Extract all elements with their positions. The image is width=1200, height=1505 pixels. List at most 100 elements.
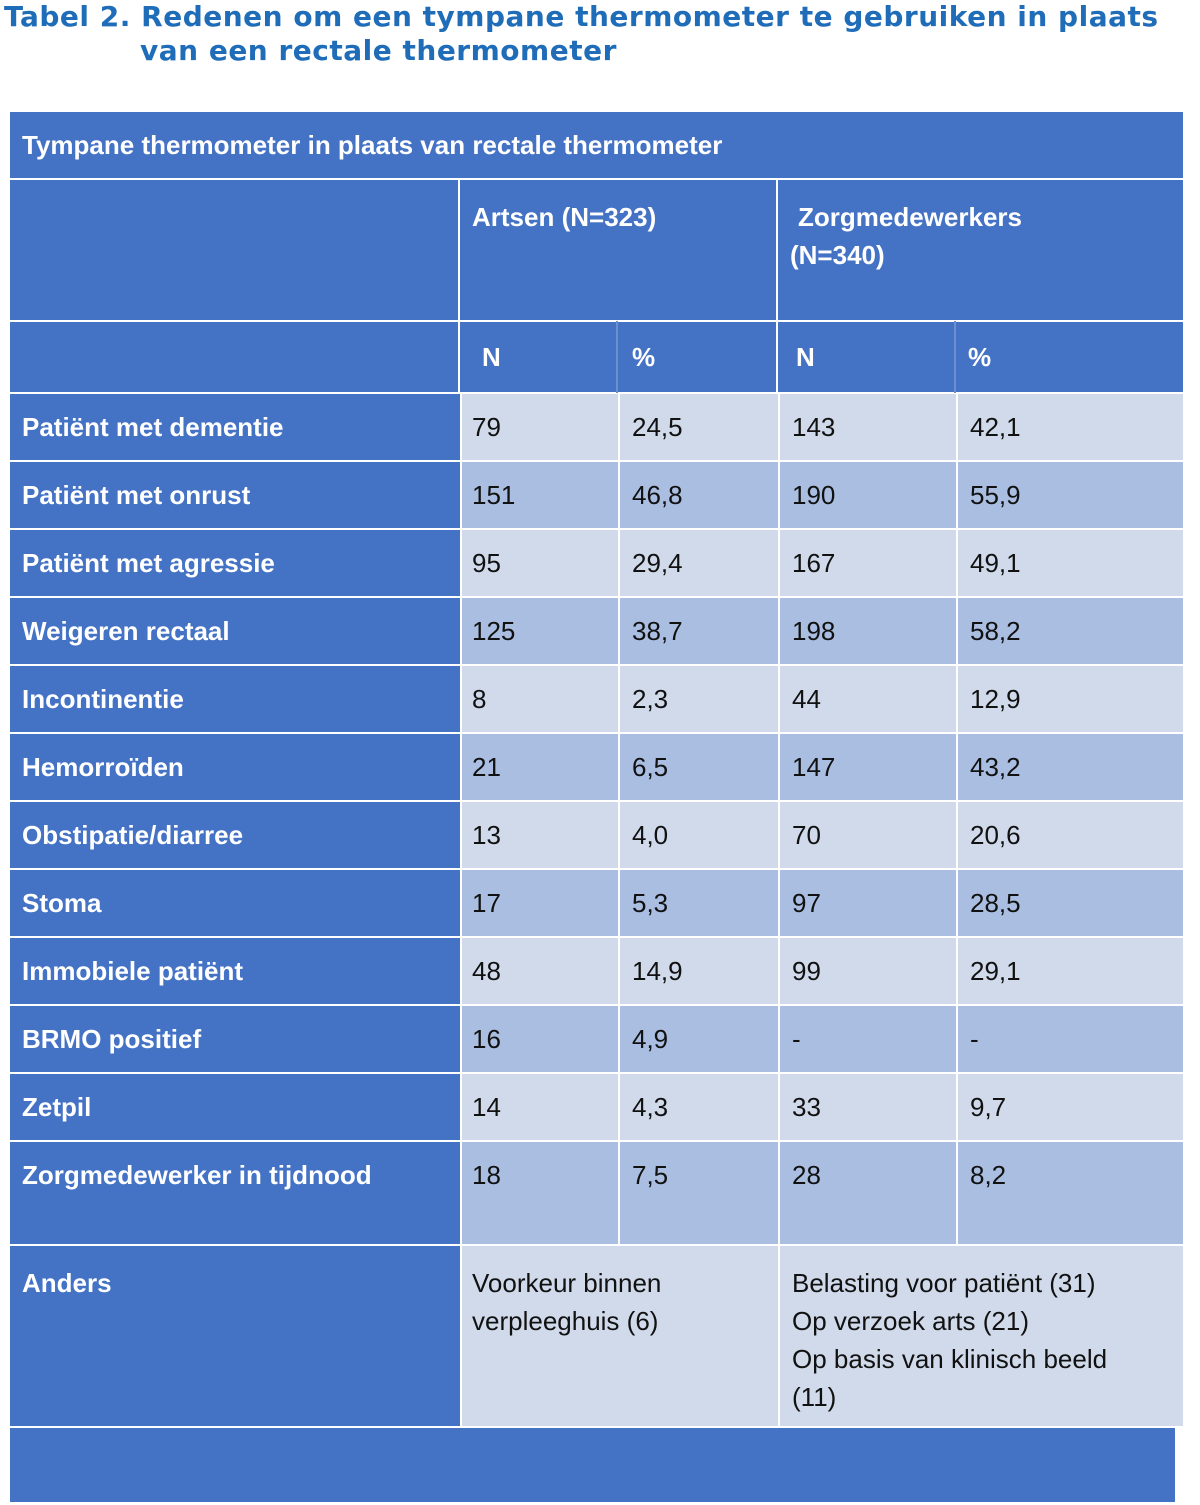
cell-n-zorg: 44: [780, 666, 958, 732]
cell-pct-artsen: 24,5: [620, 394, 780, 460]
row-label: Obstipatie/diarree: [10, 802, 462, 868]
cell-pct-zorg: 28,5: [958, 870, 1183, 936]
cell-n-artsen: 13: [462, 802, 620, 868]
cell-pct-zorg: 29,1: [958, 938, 1183, 1004]
table-row-anders: Anders Voorkeur binnen verpleeghuis (6) …: [10, 1246, 1183, 1428]
table-footer-band: [10, 1428, 1175, 1502]
cell-pct-zorg: 9,7: [958, 1074, 1183, 1140]
cell-n-zorg: 198: [780, 598, 958, 664]
anders-zorg: Belasting voor patiënt (31) Op verzoek a…: [780, 1246, 1183, 1426]
caption-number: Tabel 2.: [4, 0, 131, 33]
cell-n-artsen: 16: [462, 1006, 620, 1072]
row-label: Patiënt met agressie: [10, 530, 462, 596]
data-table: Tympane thermometer in plaats van rectal…: [10, 112, 1183, 1502]
cell-pct-zorg: 55,9: [958, 462, 1183, 528]
cell-n-zorg: 70: [780, 802, 958, 868]
subheader-n-zorg: N: [778, 321, 956, 393]
cell-n-artsen: 18: [462, 1142, 620, 1244]
row-label: BRMO positief: [10, 1006, 462, 1072]
row-label: Incontinentie: [10, 666, 462, 732]
cell-n-zorg: 143: [780, 394, 958, 460]
anders-zorg-line: (11): [792, 1382, 837, 1412]
group-header-row: Artsen (N=323) Zorgmedewerkers (N=340): [10, 180, 1183, 322]
cell-pct-artsen: 4,3: [620, 1074, 780, 1140]
group-header-zorg: Zorgmedewerkers (N=340): [778, 180, 1183, 320]
row-label: Stoma: [10, 870, 462, 936]
table-row: Patiënt met agressie 95 29,4 167 49,1: [10, 530, 1183, 598]
caption-line-1: Redenen om een tympane thermometer te ge…: [141, 0, 1159, 33]
cell-n-artsen: 151: [462, 462, 620, 528]
cell-n-artsen: 125: [462, 598, 620, 664]
anders-zorg-line: Op verzoek arts (21): [792, 1306, 1029, 1336]
table-row: Zorgmedewerker in tijdnood 18 7,5 28 8,2: [10, 1142, 1183, 1246]
cell-pct-zorg: -: [958, 1006, 1183, 1072]
cell-pct-zorg: 8,2: [958, 1142, 1183, 1244]
group-artsen-label: Artsen (N=323): [472, 202, 657, 232]
row-label: Patiënt met onrust: [10, 462, 462, 528]
anders-zorg-line: Belasting voor patiënt (31): [792, 1268, 1096, 1298]
anders-artsen-line: verpleeghuis (6): [472, 1306, 659, 1336]
cell-pct-zorg: 49,1: [958, 530, 1183, 596]
cell-pct-zorg: 20,6: [958, 802, 1183, 868]
cell-pct-artsen: 7,5: [620, 1142, 780, 1244]
cell-pct-zorg: 12,9: [958, 666, 1183, 732]
cell-pct-artsen: 4,0: [620, 802, 780, 868]
cell-n-zorg: 167: [780, 530, 958, 596]
row-label: Hemorroïden: [10, 734, 462, 800]
cell-n-artsen: 21: [462, 734, 620, 800]
table-title: Tympane thermometer in plaats van rectal…: [10, 112, 1183, 180]
table-row: Zetpil 14 4,3 33 9,7: [10, 1074, 1183, 1142]
anders-zorg-line: Op basis van klinisch beeld: [792, 1344, 1108, 1374]
cell-pct-zorg: 42,1: [958, 394, 1183, 460]
cell-n-zorg: 190: [780, 462, 958, 528]
cell-pct-artsen: 5,3: [620, 870, 780, 936]
group-zorg-label-1: Zorgmedewerkers: [798, 202, 1022, 232]
anders-artsen: Voorkeur binnen verpleeghuis (6): [462, 1246, 780, 1426]
table-row: Stoma 17 5,3 97 28,5: [10, 870, 1183, 938]
cell-pct-artsen: 2,3: [620, 666, 780, 732]
table-body: Patiënt met dementie 79 24,5 143 42,1 Patiënt…: [10, 394, 1183, 1246]
row-label: Immobiele patiënt: [10, 938, 462, 1004]
subheader-pct-artsen: %: [618, 321, 778, 393]
cell-pct-zorg: 58,2: [958, 598, 1183, 664]
subheader-pct-zorg: %: [968, 341, 992, 372]
cell-pct-zorg: 43,2: [958, 734, 1183, 800]
table-row: Patiënt met onrust 151 46,8 190 55,9: [10, 462, 1183, 530]
table-row: Incontinentie 8 2,3 44 12,9: [10, 666, 1183, 734]
cell-pct-artsen: 29,4: [620, 530, 780, 596]
anders-artsen-line: Voorkeur binnen: [472, 1268, 662, 1298]
cell-n-zorg: 33: [780, 1074, 958, 1140]
cell-n-artsen: 95: [462, 530, 620, 596]
cell-n-zorg: 97: [780, 870, 958, 936]
group-header-artsen: Artsen (N=323): [460, 180, 778, 320]
table-row: Hemorroïden 21 6,5 147 43,2: [10, 734, 1183, 802]
row-label: Anders: [10, 1246, 462, 1426]
cell-n-zorg: 99: [780, 938, 958, 1004]
row-label: Zorgmedewerker in tijdnood: [10, 1142, 462, 1244]
cell-n-zorg: -: [780, 1006, 958, 1072]
table-row: Patiënt met dementie 79 24,5 143 42,1: [10, 394, 1183, 462]
cell-n-artsen: 79: [462, 394, 620, 460]
cell-pct-artsen: 14,9: [620, 938, 780, 1004]
empty-subheader-cell: [10, 321, 460, 393]
cell-n-artsen: 14: [462, 1074, 620, 1140]
row-label: Patiënt met dementie: [10, 394, 462, 460]
cell-pct-artsen: 6,5: [620, 734, 780, 800]
table-row: Weigeren rectaal 125 38,7 198 58,2: [10, 598, 1183, 666]
cell-n-zorg: 147: [780, 734, 958, 800]
caption-line-2: van een rectale thermometer: [140, 34, 617, 67]
row-label: Weigeren rectaal: [10, 598, 462, 664]
table-caption: Tabel 2. Redenen om een tympane thermome…: [4, 0, 1159, 68]
subheader-n-artsen: N: [460, 321, 618, 393]
cell-n-artsen: 48: [462, 938, 620, 1004]
row-label: Zetpil: [10, 1074, 462, 1140]
subheader-row: N % N %: [10, 321, 1183, 394]
cell-pct-artsen: 4,9: [620, 1006, 780, 1072]
group-zorg-label-2: (N=340): [790, 240, 885, 270]
cell-pct-artsen: 46,8: [620, 462, 780, 528]
table-row: BRMO positief 16 4,9- -: [10, 1006, 1183, 1074]
cell-n-zorg: 28: [780, 1142, 958, 1244]
cell-pct-artsen: 38,7: [620, 598, 780, 664]
cell-n-artsen: 17: [462, 870, 620, 936]
cell-n-artsen: 8: [462, 666, 620, 732]
